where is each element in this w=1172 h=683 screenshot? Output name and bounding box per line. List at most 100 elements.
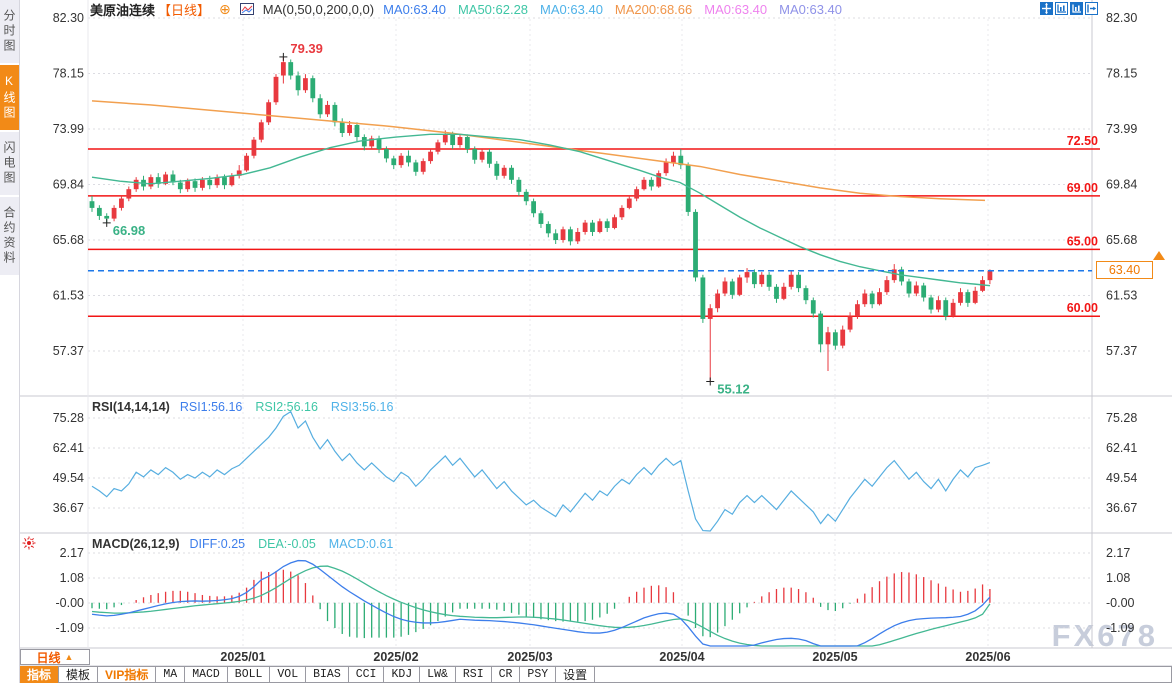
sidebar-item-kline[interactable]: K线图	[0, 65, 19, 132]
svg-text:1.08: 1.08	[1106, 571, 1130, 585]
period-tag[interactable]: 【日线】	[158, 2, 211, 18]
tab-indicators[interactable]: 指标	[19, 666, 60, 683]
svg-text:2025/02: 2025/02	[373, 650, 418, 664]
svg-text:2.17: 2.17	[1106, 546, 1130, 560]
annotations-layer: 79.39 66.98 55.12	[102, 41, 750, 396]
ma-legend-item: MA0:63.40	[383, 1, 446, 17]
svg-text:65.00: 65.00	[1067, 234, 1098, 248]
tab-lwr[interactable]: LW&	[419, 666, 456, 683]
svg-text:1.08: 1.08	[60, 571, 84, 585]
ma-legend-item: MA50:62.28	[457, 1, 529, 17]
svg-text:49.54: 49.54	[1106, 471, 1137, 485]
rsi-legend-item: RSI1:56.16	[179, 399, 243, 414]
svg-text:75.28: 75.28	[53, 411, 84, 425]
chart-toolbar	[1040, 2, 1098, 15]
svg-text:66.98: 66.98	[113, 223, 146, 238]
ma-legend-item: MA0:63.40	[704, 1, 768, 17]
tab-cci[interactable]: CCI	[347, 666, 385, 683]
svg-text:69.84: 69.84	[1106, 178, 1137, 192]
rsi-line	[91, 410, 991, 532]
rsi-legend-items: RSI1:56.16 RSI2:56.16 RSI3:56.16	[180, 400, 395, 414]
svg-text:69.00: 69.00	[1067, 181, 1098, 195]
fx678-watermark: FX678	[1051, 618, 1158, 653]
tab-cr[interactable]: CR	[490, 666, 521, 683]
svg-text:69.84: 69.84	[53, 178, 84, 192]
ma-legend-item: MA0:63.40	[779, 1, 843, 17]
svg-text:57.37: 57.37	[53, 344, 84, 358]
tab-ma[interactable]: MA	[155, 666, 186, 683]
sidebar-item-timeshare[interactable]: 分时图	[0, 0, 19, 65]
tab-kdj[interactable]: KDJ	[383, 666, 421, 683]
macd-histogram	[91, 569, 991, 639]
macd-legend-item: MACD:0.61	[328, 536, 394, 551]
tab-templates[interactable]: 模板	[58, 666, 99, 683]
svg-text:82.30: 82.30	[1106, 11, 1137, 25]
up-triangle-icon: ▲	[64, 652, 74, 662]
ma-legend-items: MA0:63.40 MA50:62.28 MA0:63.40 MA200:68.66 M…	[383, 2, 843, 17]
panel-borders	[20, 0, 1172, 667]
tab-vol[interactable]: VOL	[269, 666, 307, 683]
chart-legend: 美原油连续 【日线】 ⊕ MA(0,50,0,200,0,0) MA0:63.4…	[90, 1, 843, 18]
symbol-title: 美原油连续	[90, 2, 156, 18]
svg-text:79.39: 79.39	[290, 41, 323, 56]
ma-legend-item: MA0:63.40	[540, 1, 603, 17]
macd-panel-header: MACD(26,12,9) DIFF:0.25 DEA:-0.05 MACD:0.6…	[92, 536, 394, 551]
svg-text:2025/01: 2025/01	[220, 650, 265, 664]
ma50-line	[91, 133, 991, 287]
svg-text:-0.00: -0.00	[56, 596, 85, 610]
svg-text:49.54: 49.54	[53, 471, 84, 485]
tab-vip-indicators[interactable]: VIP指标	[97, 666, 157, 683]
svg-text:73.99: 73.99	[1106, 122, 1137, 136]
current-price-tag: 63.40	[1096, 261, 1153, 279]
expand-right-icon[interactable]	[1085, 2, 1098, 15]
svg-text:75.28: 75.28	[1106, 411, 1137, 425]
tabbar-filler	[594, 666, 1172, 683]
svg-text:78.15: 78.15	[53, 67, 84, 81]
sidebar-item-contract-info[interactable]: 合约资料	[0, 197, 19, 277]
grid-layer	[88, 17, 1092, 647]
tab-bias[interactable]: BIAS	[305, 666, 349, 683]
x-axis-labels: 2025/01 2025/02 2025/03 2025/04 2025/05 2025/…	[220, 650, 1010, 664]
svg-text:73.99: 73.99	[53, 122, 84, 136]
svg-text:-1.09: -1.09	[56, 621, 85, 635]
ma-settings-label: MA(0,50,0,200,0,0)	[262, 1, 375, 17]
macd-legend-item: DIFF:0.25	[189, 536, 246, 551]
svg-text:2.17: 2.17	[60, 546, 84, 560]
rsi-legend-item: RSI3:56.16	[330, 399, 394, 414]
level-lines: 72.50 69.00 65.00 60.00	[88, 134, 1100, 317]
svg-text:78.15: 78.15	[1106, 67, 1137, 81]
candles-layer	[89, 56, 993, 382]
svg-text:61.53: 61.53	[1106, 289, 1137, 303]
svg-text:65.68: 65.68	[1106, 233, 1137, 247]
svg-text:62.41: 62.41	[1106, 441, 1137, 455]
ma200-line	[91, 100, 986, 202]
add-indicator-icon[interactable]: ⊕	[219, 1, 231, 17]
svg-text:2025/05: 2025/05	[812, 650, 857, 664]
tab-macd[interactable]: MACD	[184, 666, 228, 683]
tab-boll[interactable]: BOLL	[226, 666, 271, 683]
kline-chart-icon[interactable]	[239, 3, 254, 15]
y-axis-labels: 82.30 82.30 78.15 78.15 73.99 73.99 69.84 69.84…	[53, 11, 1138, 635]
svg-text:2025/06: 2025/06	[965, 650, 1010, 664]
macd-legend-items: DIFF:0.25 DEA:-0.05 MACD:0.61	[190, 537, 395, 551]
svg-text:2025/04: 2025/04	[659, 650, 704, 664]
timeframe-selector[interactable]: 日线 ▲	[20, 649, 90, 665]
tab-rsi[interactable]: RSI	[454, 666, 492, 683]
sidebar-item-lightning[interactable]: 闪电图	[0, 132, 19, 197]
axes-chart-icon[interactable]	[1055, 2, 1068, 15]
axes-chart-filled-icon[interactable]	[1070, 2, 1083, 15]
svg-text:55.12: 55.12	[717, 381, 750, 396]
svg-text:-0.00: -0.00	[1106, 596, 1135, 610]
timeframe-label: 日线	[36, 650, 61, 665]
svg-text:36.67: 36.67	[53, 501, 84, 515]
left-sidebar: 分时图 K线图 闪电图 合约资料	[0, 0, 20, 683]
svg-text:72.50: 72.50	[1067, 134, 1098, 148]
svg-text:-1.09: -1.09	[1106, 621, 1135, 635]
live-dot-icon[interactable]	[22, 536, 36, 555]
rsi-name-label: RSI(14,14,14)	[92, 399, 170, 414]
crosshair-move-icon[interactable]	[1040, 2, 1053, 15]
ma-legend-item: MA200:68.66	[614, 1, 693, 17]
tab-psy[interactable]: PSY	[519, 666, 557, 683]
tab-settings[interactable]: 设置	[555, 666, 596, 683]
